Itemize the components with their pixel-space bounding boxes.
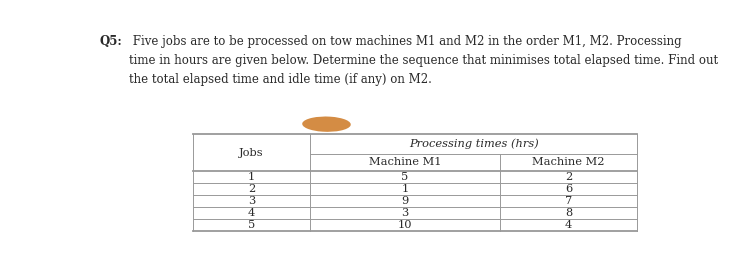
Text: 4: 4 <box>248 208 255 218</box>
Text: 4: 4 <box>565 220 572 230</box>
Text: 2: 2 <box>248 184 255 194</box>
Text: Machine M1: Machine M1 <box>369 157 441 167</box>
Text: Five jobs are to be processed on tow machines M1 and M2 in the order M1, M2. Pro: Five jobs are to be processed on tow mac… <box>130 35 719 86</box>
Text: 3: 3 <box>248 196 255 206</box>
Text: Jobs: Jobs <box>239 148 264 158</box>
Text: 8: 8 <box>565 208 572 218</box>
Text: 1: 1 <box>401 184 408 194</box>
Text: Q5:: Q5: <box>99 35 122 48</box>
Text: 9: 9 <box>401 196 408 206</box>
Text: Processing times (hrs): Processing times (hrs) <box>409 139 539 149</box>
Text: 3: 3 <box>401 208 408 218</box>
Text: 1: 1 <box>248 172 255 182</box>
Text: 5: 5 <box>248 220 255 230</box>
Ellipse shape <box>302 116 351 132</box>
Text: Machine M2: Machine M2 <box>532 157 605 167</box>
Text: 5: 5 <box>401 172 408 182</box>
Text: 7: 7 <box>565 196 572 206</box>
Text: 6: 6 <box>565 184 572 194</box>
Text: 10: 10 <box>398 220 412 230</box>
Text: 2: 2 <box>565 172 572 182</box>
